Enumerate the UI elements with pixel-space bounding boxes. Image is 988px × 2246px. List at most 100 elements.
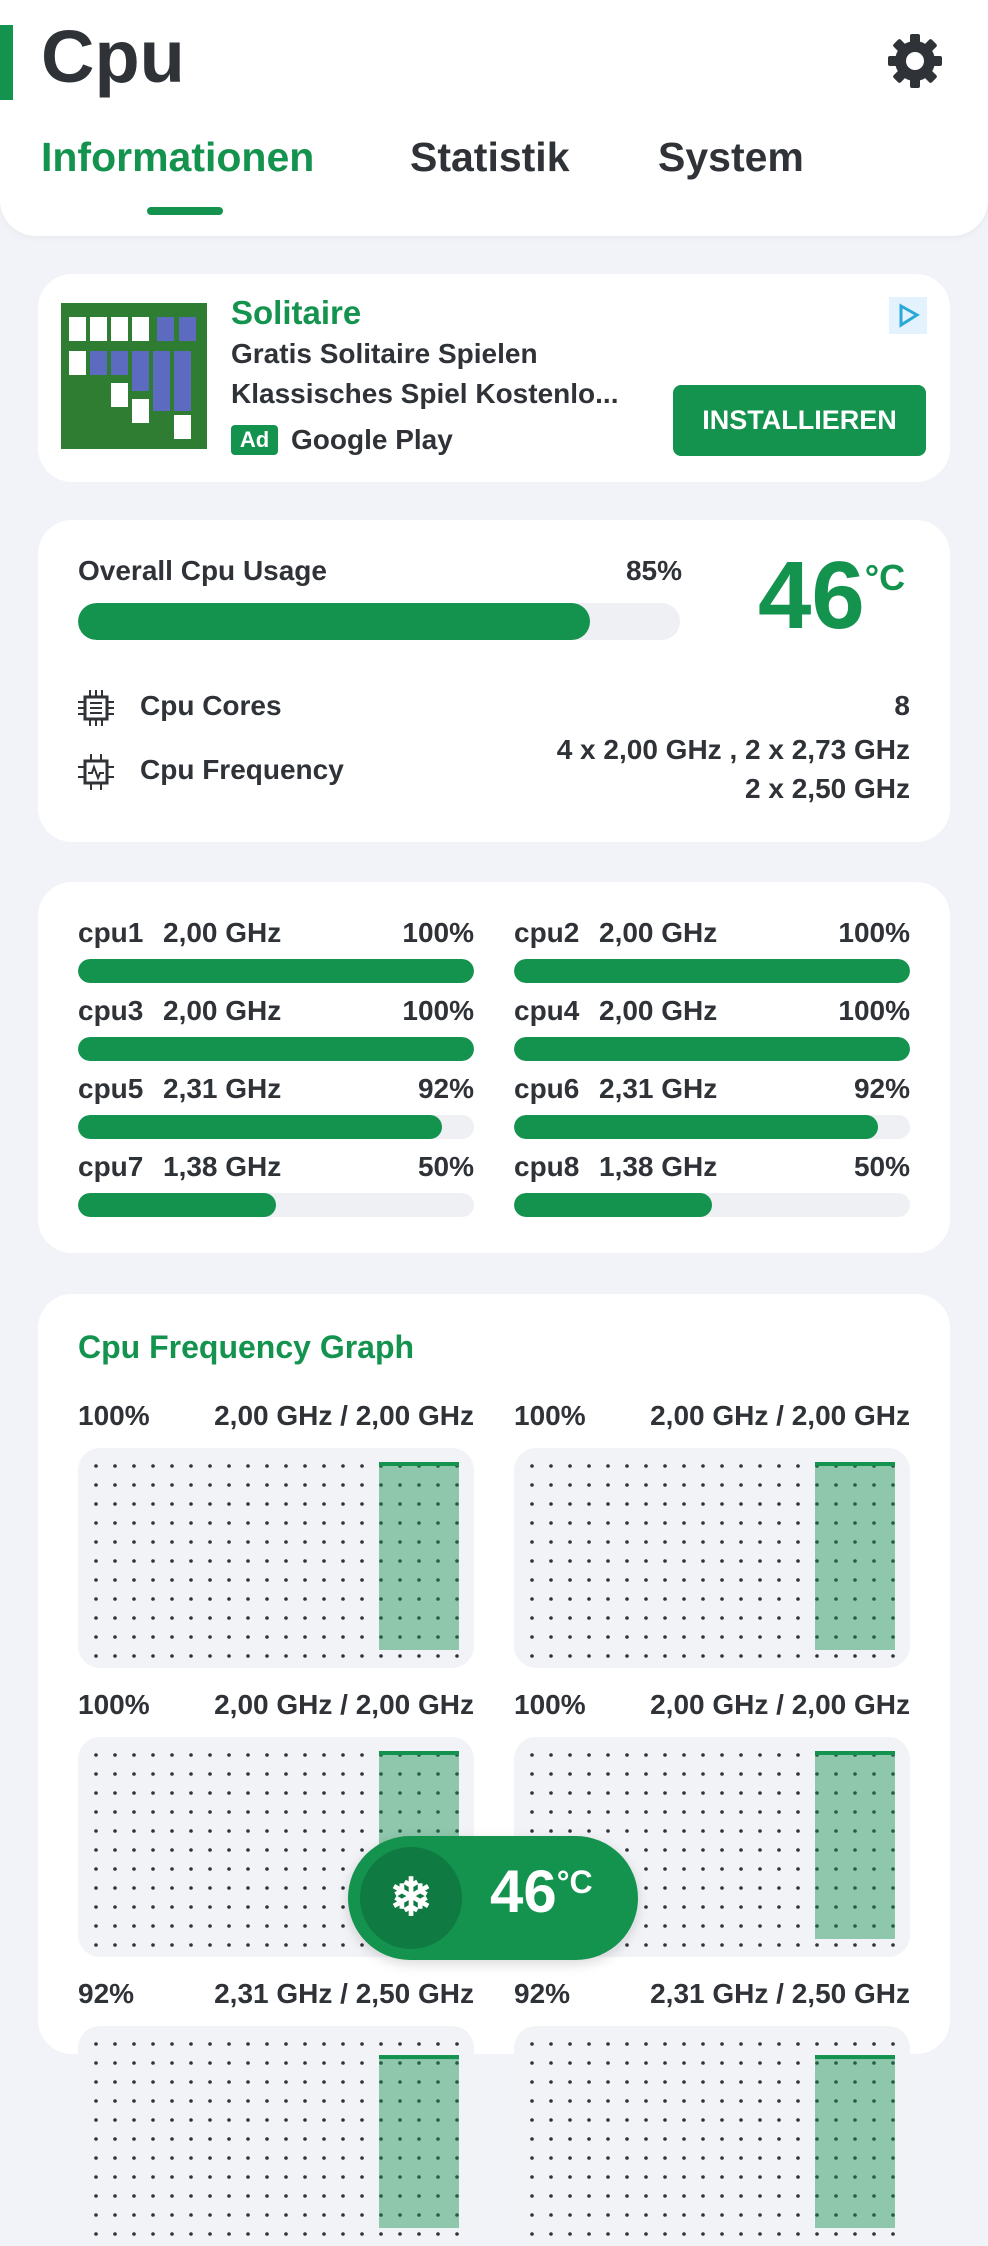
grid-dot [720, 1540, 724, 1544]
grid-dot [436, 1483, 440, 1487]
grid-dot [455, 1791, 459, 1795]
grid-dot [455, 1635, 459, 1639]
grid-dot [549, 2213, 553, 2217]
grid-dot [113, 1924, 117, 1928]
grid-dot [170, 2118, 174, 2122]
grid-dot [587, 2118, 591, 2122]
fan-icon-bg: ❄ [360, 1847, 462, 1949]
grid-dot [701, 1886, 705, 1890]
grid-dot [872, 1905, 876, 1909]
grid-dot [284, 1905, 288, 1909]
grid-dot [113, 2194, 117, 2198]
grid-dot [227, 2042, 231, 2046]
grid-dot [113, 1654, 117, 1658]
grid-dot [94, 1810, 98, 1814]
grid-dot [341, 2137, 345, 2141]
grid-dot [663, 1521, 667, 1525]
grid-dot [568, 1810, 572, 1814]
grid-dot [208, 2156, 212, 2160]
grid-dot [132, 1654, 136, 1658]
grid-dot [530, 2099, 534, 2103]
grid-dot [720, 1791, 724, 1795]
grid-dot [265, 2232, 269, 2236]
grid-dot [132, 1905, 136, 1909]
grid-dot [568, 1829, 572, 1833]
grid-dot [170, 2232, 174, 2236]
grid-dot [587, 1635, 591, 1639]
grid-dot [360, 1521, 364, 1525]
grid-dot [303, 1635, 307, 1639]
grid-dot [360, 2194, 364, 2198]
grid-dot [341, 1810, 345, 1814]
grid-dot [758, 1654, 762, 1658]
grid-dot [682, 1905, 686, 1909]
grid-dot [701, 1502, 705, 1506]
grid-dot [815, 2232, 819, 2236]
grid-dot [587, 1791, 591, 1795]
grid-dot [682, 2175, 686, 2179]
grid-dot [455, 1829, 459, 1833]
grid-dot [891, 1848, 895, 1852]
grid-dot [360, 1753, 364, 1757]
grid-dot [644, 1559, 648, 1563]
settings-button[interactable] [886, 32, 944, 90]
tab-system[interactable]: System [658, 134, 804, 180]
grid-dot [834, 1905, 838, 1909]
grid-dot [341, 1905, 345, 1909]
grid-dot [568, 1521, 572, 1525]
grid-dot [151, 2099, 155, 2103]
grid-dot [530, 1540, 534, 1544]
grid-dot [682, 1654, 686, 1658]
grid-dot [113, 1810, 117, 1814]
grid-dot [777, 2118, 781, 2122]
grid-dot [113, 2175, 117, 2179]
install-button[interactable]: INSTALLIEREN [673, 385, 926, 456]
grid-dot [758, 1829, 762, 1833]
grid-dot [189, 2137, 193, 2141]
grid-dot [701, 2194, 705, 2198]
grid-dot [94, 2099, 98, 2103]
temperature-fab[interactable]: ❄ 46°C [348, 1836, 638, 1960]
grid-dot [303, 1848, 307, 1852]
grid-dot [398, 1616, 402, 1620]
grid-dot [891, 1540, 895, 1544]
grid-dot [853, 1829, 857, 1833]
tab-statistik[interactable]: Statistik [410, 134, 570, 180]
grid-dot [132, 2118, 136, 2122]
grid-dot [758, 1578, 762, 1582]
grid-dot [227, 2061, 231, 2065]
grid-dot [587, 1464, 591, 1468]
grid-dot [872, 1559, 876, 1563]
grid-dot [663, 1464, 667, 1468]
grid-dot [701, 1616, 705, 1620]
frequency-graph [514, 1448, 910, 1668]
grid-dot [853, 1616, 857, 1620]
temperature: 46°C [758, 548, 905, 644]
grid-dot [758, 1924, 762, 1928]
grid-dot [682, 2194, 686, 2198]
grid-dot [777, 1502, 781, 1506]
grid-dot [549, 1464, 553, 1468]
grid-dot [227, 2232, 231, 2236]
grid-dot [151, 2232, 155, 2236]
grid-dot [587, 2194, 591, 2198]
grid-dot [322, 1829, 326, 1833]
grid-dot [587, 1753, 591, 1757]
tab-informationen[interactable]: Informationen [41, 134, 315, 180]
grid-dot [758, 2213, 762, 2217]
grid-dot [227, 1616, 231, 1620]
grid-dot [701, 2175, 705, 2179]
grid-dot [701, 1943, 705, 1947]
grid-dot [94, 2042, 98, 2046]
ad-choices-icon[interactable] [889, 297, 927, 334]
grid-dot [834, 1597, 838, 1601]
grid-dot [530, 2213, 534, 2217]
grid-dot [208, 2137, 212, 2141]
grid-dot [284, 1654, 288, 1658]
grid-dot [834, 1829, 838, 1833]
core-bar [78, 1115, 443, 1139]
grid-dot [189, 1905, 193, 1909]
grid-dot [606, 1829, 610, 1833]
grid-dot [549, 2194, 553, 2198]
grid-dot [208, 1829, 212, 1833]
